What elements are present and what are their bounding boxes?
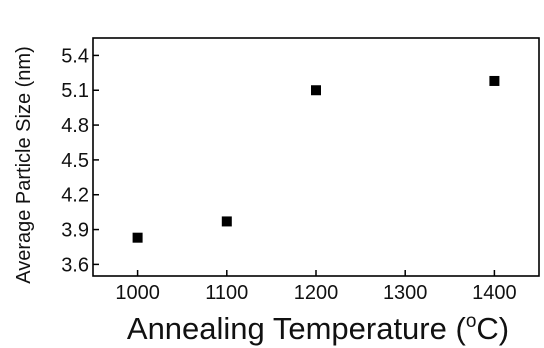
x-tick-label: 1300 [383,282,428,304]
x-axis-title: Annealing Temperature (oC) [127,311,509,346]
x-tick-label: 1000 [115,282,160,304]
data-points [132,75,500,243]
plot-frame [92,37,540,277]
data-point [311,85,321,96]
y-tick-label: 3.6 [61,254,89,276]
x-tick-label: 1400 [472,282,517,304]
x-tick-label: 1100 [205,282,248,304]
y-axis-title: Average Particle Size (nm) [13,46,35,284]
y-tick-label: 4.8 [61,115,89,137]
y-tick-label: 5.4 [61,45,89,67]
x-axis-title-prefix: Annealing Temperature ( [127,311,467,346]
x-axis-title-suffix: C) [476,311,509,346]
y-tick-label: 4.5 [61,150,89,172]
data-point [221,216,232,227]
x-tick-label: 1200 [294,282,339,304]
x-axis-title-degree: o [466,311,477,332]
data-point [489,75,500,86]
y-tick-label: 5.1 [61,80,89,102]
data-point [132,232,143,243]
y-axis-ticks: 3.6 3.9 4.2 4.5 4.8 5.1 5.4 [61,45,99,276]
x-axis-ticks: 1000 1100 1200 1300 1400 [115,270,517,304]
y-tick-label: 3.9 [61,220,89,242]
y-tick-label: 4.2 [61,185,89,207]
